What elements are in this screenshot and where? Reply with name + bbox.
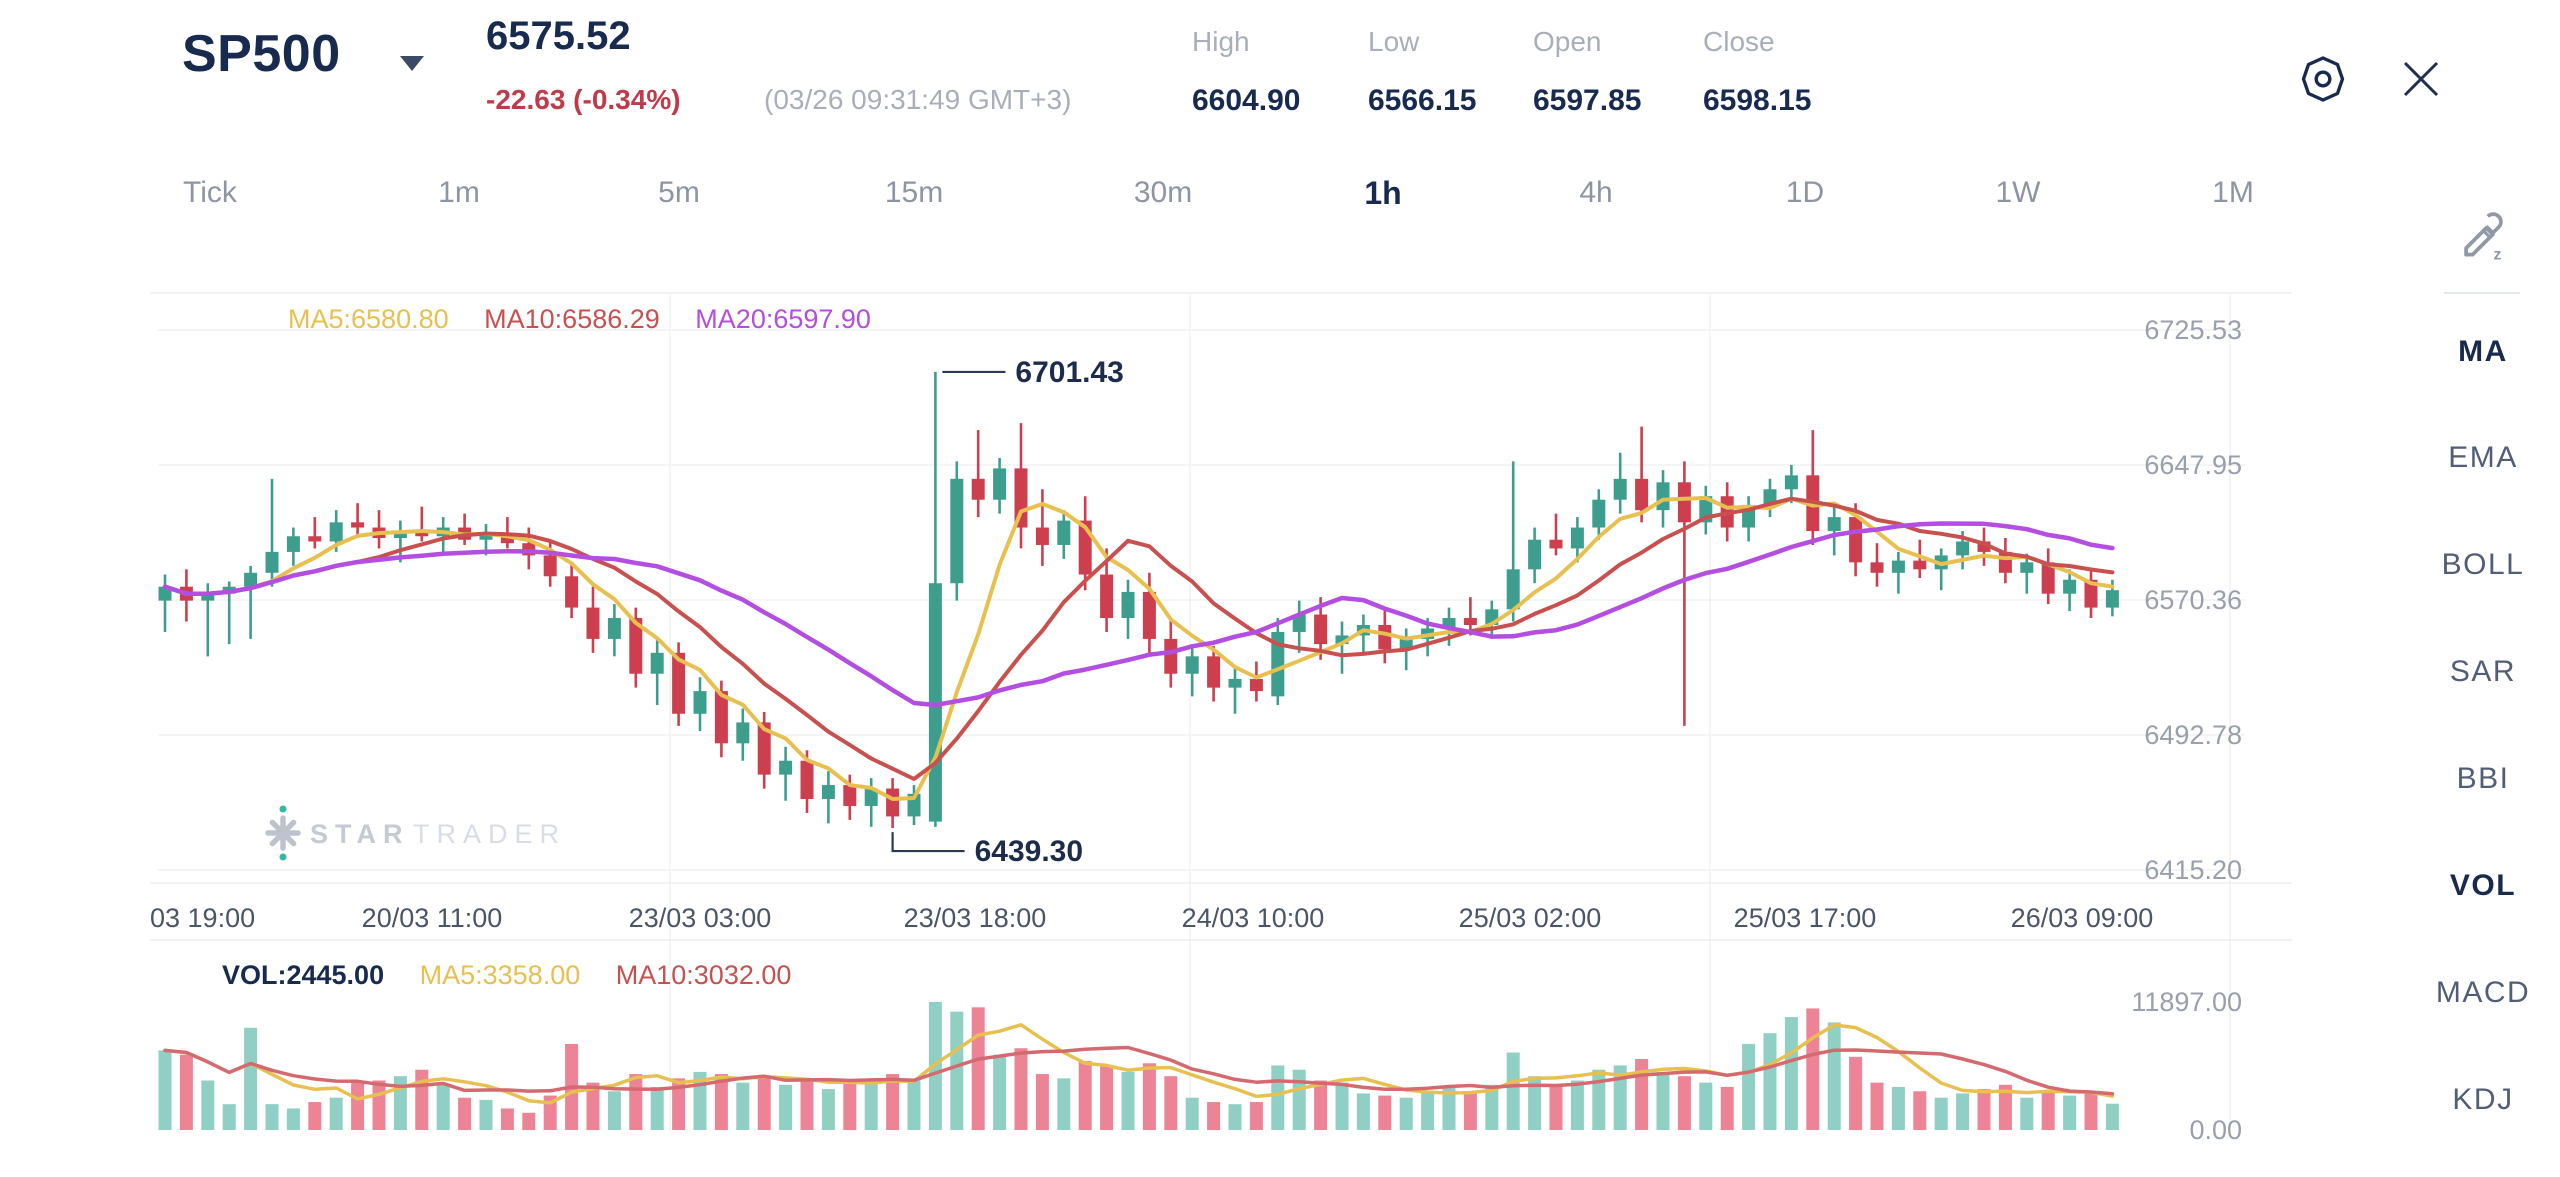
svg-text:STAR: STAR — [310, 819, 410, 849]
indicator-sar[interactable]: SAR — [2449, 655, 2517, 688]
indicator-ema[interactable]: EMA — [2448, 441, 2518, 474]
svg-text:6647.95: 6647.95 — [2144, 450, 2242, 480]
timeframe-tick[interactable]: Tick — [183, 176, 237, 209]
close-icon[interactable] — [2398, 56, 2444, 102]
timeframe-5m[interactable]: 5m — [658, 176, 700, 209]
sidebar-divider — [2444, 292, 2520, 294]
vol-ma5-legend: MA5:3358.00 — [419, 960, 581, 990]
ma10-legend: MA10:6586.29 — [484, 304, 660, 334]
timeframe-1w[interactable]: 1W — [1995, 176, 2041, 209]
svg-text:6492.78: 6492.78 — [2144, 720, 2242, 750]
svg-text:z: z — [2494, 247, 2502, 264]
svg-text:25/03 02:00: 25/03 02:00 — [1459, 903, 1602, 933]
stat-open-value: 6597.85 — [1533, 84, 1642, 117]
symbol-dropdown-icon[interactable] — [400, 56, 424, 71]
svg-text:26/03 09:00: 26/03 09:00 — [2011, 903, 2154, 933]
ma20-legend: MA20:6597.90 — [695, 304, 871, 334]
svg-text:6725.53: 6725.53 — [2144, 315, 2242, 345]
indicator-boll[interactable]: BOLL — [2441, 548, 2525, 581]
timeframe-1m[interactable]: 1m — [438, 176, 480, 209]
svg-text:20/03 11:00: 20/03 11:00 — [362, 903, 503, 933]
indicator-macd[interactable]: MACD — [2435, 976, 2531, 1009]
volume-ma-lines — [163, 1023, 2115, 1105]
stat-open-label: Open — [1533, 26, 1602, 57]
watermark: STAR TRADER — [265, 805, 566, 861]
timeframe-4h[interactable]: 4h — [1579, 176, 1613, 209]
price-annotations: 6701.43 6439.30 — [891, 356, 1124, 868]
ma5-legend: MA5:6580.80 — [288, 304, 449, 334]
stat-high-value: 6604.90 — [1192, 84, 1301, 117]
stat-high-label: High — [1192, 26, 1250, 57]
stat-close-label: Close — [1703, 26, 1775, 57]
timeframe-1d[interactable]: 1D — [1785, 176, 1825, 209]
indicator-kdj[interactable]: KDJ — [2452, 1083, 2514, 1116]
svg-text:6415.20: 6415.20 — [2144, 855, 2242, 885]
volume-bars — [158, 1002, 2119, 1130]
svg-text:6701.43: 6701.43 — [1015, 356, 1123, 389]
indicator-vol[interactable]: VOL — [2449, 869, 2517, 902]
volume-legend: VOL:2445.00 MA5:3358.00 MA10:3032.00 — [222, 960, 819, 991]
last-price: 6575.52 — [486, 14, 631, 58]
stat-low-value: 6566.15 — [1368, 84, 1477, 117]
svg-text:25/03 17:00: 25/03 17:00 — [1734, 903, 1877, 933]
settings-icon[interactable] — [2298, 54, 2348, 104]
timeframe-15m[interactable]: 15m — [884, 176, 944, 209]
price-change: -22.63 (-0.34%) — [486, 84, 681, 115]
timeframe-1h[interactable]: 1h — [1364, 175, 1402, 211]
quote-timestamp: (03/26 09:31:49 GMT+3) — [764, 84, 1072, 115]
indicator-bbi[interactable]: BBI — [2456, 762, 2510, 795]
svg-text:03 19:00: 03 19:00 — [150, 903, 255, 933]
indicator-ma[interactable]: MA — [2458, 335, 2508, 368]
timeframe-30m[interactable]: 30m — [1133, 176, 1193, 209]
draw-tools-pencil-icon[interactable]: z — [2456, 212, 2508, 264]
svg-text:TRADER: TRADER — [413, 819, 566, 849]
svg-text:23/03 03:00: 23/03 03:00 — [629, 903, 772, 933]
svg-text:11897.00: 11897.00 — [2131, 987, 2242, 1017]
stat-close-value: 6598.15 — [1703, 84, 1812, 117]
svg-text:23/03 18:00: 23/03 18:00 — [904, 903, 1047, 933]
symbol-name[interactable]: SP500 — [182, 25, 341, 83]
grid-lines — [150, 292, 2292, 1130]
timeframe-1m-month[interactable]: 1M — [2212, 176, 2254, 209]
svg-text:0.00: 0.00 — [2189, 1115, 2242, 1145]
svg-text:6439.30: 6439.30 — [975, 835, 1083, 868]
axis-labels: 6725.53 6647.95 6570.36 6492.78 6415.20 11897… — [150, 315, 2242, 1145]
price-ma-lines — [162, 496, 2115, 801]
price-ma-legend: MA5:6580.80 MA10:6586.29 MA20:6597.90 — [288, 304, 899, 335]
svg-text:24/03 10:00: 24/03 10:00 — [1182, 903, 1325, 933]
stat-low-label: Low — [1368, 26, 1420, 57]
vol-value-legend: VOL:2445.00 — [222, 960, 385, 990]
candles — [158, 371, 2119, 829]
svg-text:6570.36: 6570.36 — [2144, 585, 2242, 615]
vol-ma10-legend: MA10:3032.00 — [615, 960, 792, 990]
